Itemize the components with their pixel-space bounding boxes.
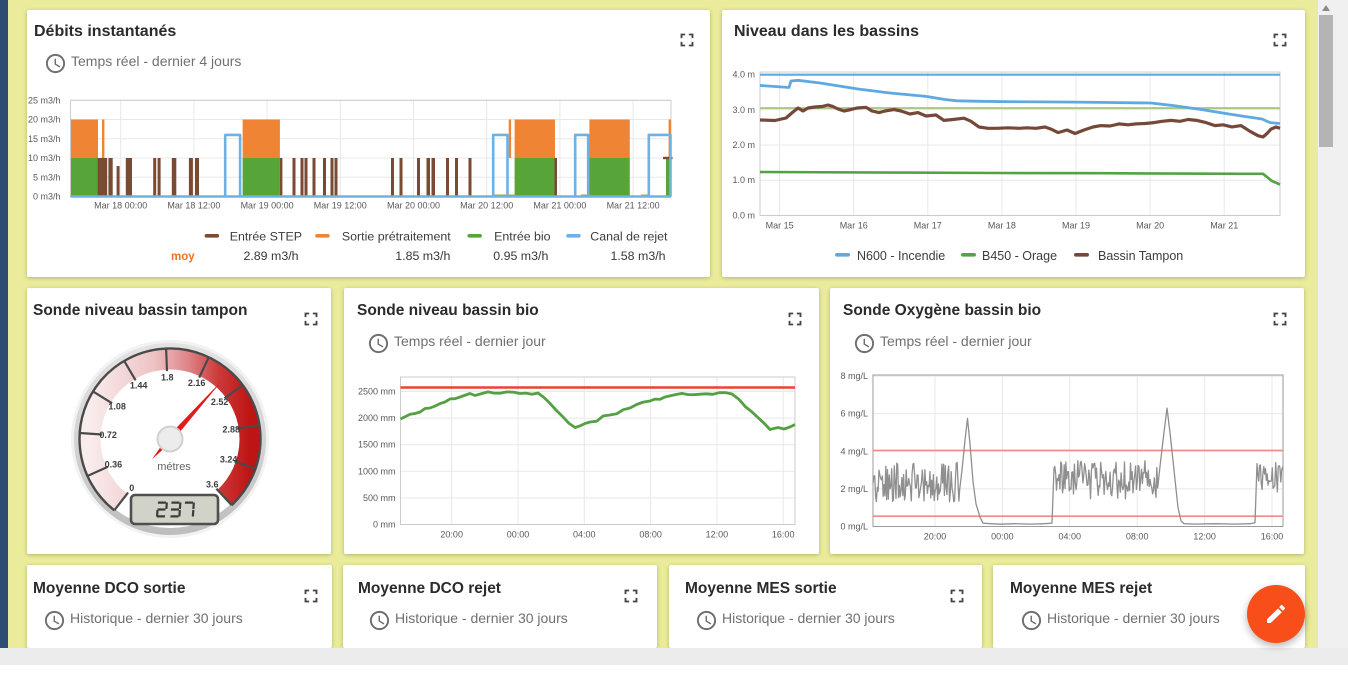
svg-text:Mar 15: Mar 15 [766, 221, 794, 231]
svg-text:0.36: 0.36 [105, 460, 123, 470]
svg-text:Canal de rejet: Canal de rejet [590, 230, 668, 244]
svg-text:1.44: 1.44 [130, 381, 148, 391]
svg-text:Mar 21: Mar 21 [1210, 221, 1238, 231]
svg-text:12:00: 12:00 [706, 530, 729, 540]
svg-text:04:00: 04:00 [1059, 532, 1082, 542]
svg-text:Mar 16: Mar 16 [840, 221, 868, 231]
svg-text:Mar 20 12:00: Mar 20 12:00 [460, 201, 513, 211]
svg-text:1.85 m3/h: 1.85 m3/h [395, 249, 450, 263]
svg-text:4.0 m: 4.0 m [732, 70, 755, 80]
svg-text:1.0 m: 1.0 m [732, 175, 755, 185]
svg-text:08:00: 08:00 [1126, 532, 1149, 542]
svg-text:B450 - Orage: B450 - Orage [982, 249, 1057, 263]
svg-text:00:00: 00:00 [991, 532, 1014, 542]
svg-text:12:00: 12:00 [1193, 532, 1216, 542]
svg-text:20:00: 20:00 [440, 530, 463, 540]
svg-text:2.52: 2.52 [211, 397, 229, 407]
svg-text:Mar 20 00:00: Mar 20 00:00 [387, 201, 440, 211]
svg-text:2500 mm: 2500 mm [358, 387, 396, 397]
svg-text:10 m3/h: 10 m3/h [28, 153, 61, 163]
svg-text:Mar 19 00:00: Mar 19 00:00 [241, 201, 294, 211]
svg-text:0.95 m3/h: 0.95 m3/h [493, 249, 548, 263]
svg-text:2.0 m: 2.0 m [732, 140, 755, 150]
svg-text:0 mm: 0 mm [373, 520, 396, 530]
svg-text:0.0 m: 0.0 m [732, 210, 755, 220]
svg-text:Entrée STEP: Entrée STEP [230, 230, 302, 244]
svg-text:4 mg/L: 4 mg/L [840, 446, 868, 456]
svg-text:16:00: 16:00 [1261, 532, 1284, 542]
svg-text:0: 0 [129, 483, 134, 493]
svg-text:8 mg/L: 8 mg/L [840, 371, 868, 381]
svg-text:20:00: 20:00 [924, 532, 947, 542]
svg-text:Entrée bio: Entrée bio [494, 230, 551, 244]
svg-text:0.72: 0.72 [99, 430, 117, 440]
svg-text:Mar 18: Mar 18 [988, 221, 1016, 231]
svg-text:0 mg/L: 0 mg/L [840, 522, 868, 532]
svg-text:1000 mm: 1000 mm [358, 466, 396, 476]
svg-text:Mar 19 12:00: Mar 19 12:00 [314, 201, 367, 211]
svg-text:20 m3/h: 20 m3/h [28, 115, 61, 125]
svg-text:15 m3/h: 15 m3/h [28, 134, 61, 144]
svg-text:6 mg/L: 6 mg/L [840, 409, 868, 419]
svg-text:0 m3/h: 0 m3/h [33, 192, 61, 202]
svg-text:moy: moy [171, 251, 195, 263]
svg-text:04:00: 04:00 [573, 530, 596, 540]
svg-text:Mar 20: Mar 20 [1136, 221, 1164, 231]
svg-text:3.0 m: 3.0 m [732, 105, 755, 115]
svg-text:3.24: 3.24 [220, 455, 238, 465]
svg-text:08:00: 08:00 [639, 530, 662, 540]
svg-text:Mar 18 12:00: Mar 18 12:00 [167, 201, 220, 211]
svg-text:500 mm: 500 mm [363, 493, 396, 503]
svg-text:2000 mm: 2000 mm [358, 413, 396, 423]
svg-text:25 m3/h: 25 m3/h [28, 95, 61, 105]
svg-text:3.6: 3.6 [206, 480, 219, 490]
svg-text:2.16: 2.16 [188, 378, 206, 388]
svg-text:1500 mm: 1500 mm [358, 440, 396, 450]
svg-text:Bassin Tampon: Bassin Tampon [1098, 249, 1183, 263]
svg-text:1.8: 1.8 [161, 372, 174, 382]
svg-text:N600 - Incendie: N600 - Incendie [857, 249, 945, 263]
svg-text:métres: métres [157, 461, 191, 473]
svg-text:2.88: 2.88 [223, 425, 241, 435]
svg-text:1.58 m3/h: 1.58 m3/h [610, 249, 665, 263]
svg-text:Sortie prétraitement: Sortie prétraitement [342, 230, 451, 244]
svg-text:1.08: 1.08 [108, 402, 126, 412]
svg-text:Mar 19: Mar 19 [1062, 221, 1090, 231]
svg-text:5 m3/h: 5 m3/h [33, 172, 61, 182]
svg-text:2 mg/L: 2 mg/L [840, 484, 868, 494]
svg-text:00:00: 00:00 [507, 530, 530, 540]
svg-text:16:00: 16:00 [772, 530, 795, 540]
svg-text:Mar 21 00:00: Mar 21 00:00 [533, 201, 586, 211]
svg-text:2.89 m3/h: 2.89 m3/h [243, 249, 298, 263]
svg-text:Mar 21 12:00: Mar 21 12:00 [607, 201, 660, 211]
svg-text:Mar 18 00:00: Mar 18 00:00 [94, 201, 147, 211]
svg-text:Mar 17: Mar 17 [914, 221, 942, 231]
